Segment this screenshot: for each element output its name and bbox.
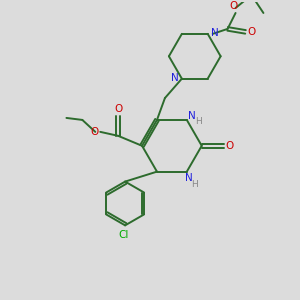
Text: H: H	[195, 117, 202, 126]
Text: O: O	[248, 27, 256, 37]
Text: O: O	[230, 1, 238, 11]
Text: Cl: Cl	[118, 230, 128, 240]
Text: N: N	[185, 172, 193, 183]
Text: O: O	[114, 104, 122, 114]
Text: N: N	[171, 73, 179, 83]
Text: O: O	[90, 127, 98, 137]
Text: H: H	[191, 180, 198, 189]
Text: N: N	[211, 28, 218, 38]
Text: N: N	[188, 111, 196, 121]
Text: O: O	[226, 141, 234, 151]
